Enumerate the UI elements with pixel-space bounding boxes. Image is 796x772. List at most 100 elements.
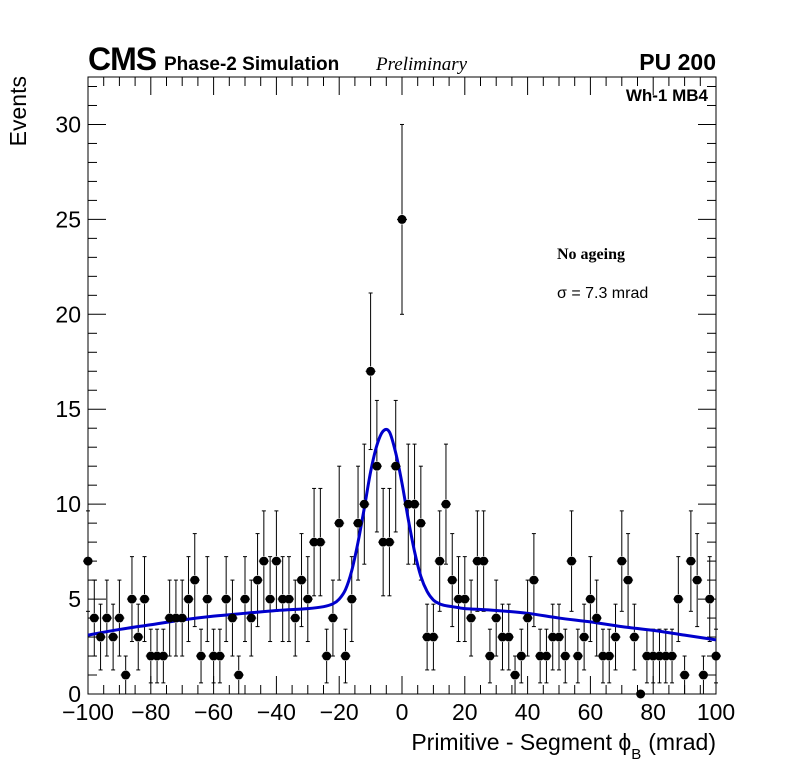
y-tick-label: 0: [68, 681, 81, 707]
data-point: [416, 518, 426, 528]
data-point: [454, 594, 464, 604]
data-point: [234, 670, 244, 680]
condition-label: No ageing: [557, 246, 625, 263]
error-bars-group: [83, 123, 721, 695]
data-point: [391, 461, 401, 471]
data-point: [585, 594, 595, 604]
data-point: [133, 632, 143, 642]
data-point: [686, 556, 696, 566]
data-point: [611, 632, 621, 642]
x-axis-title-unit: (mrad): [648, 729, 716, 755]
data-point: [215, 651, 225, 661]
data-point: [227, 613, 237, 623]
y-tick-label: 30: [55, 111, 81, 137]
data-point: [83, 556, 93, 566]
data-point: [347, 594, 357, 604]
data-point: [284, 594, 294, 604]
data-point: [196, 651, 206, 661]
data-point: [667, 651, 677, 661]
data-point: [661, 651, 671, 661]
data-point: [378, 537, 388, 547]
data-point: [121, 670, 131, 680]
data-point: [146, 651, 156, 661]
fit-curve: [87, 427, 717, 642]
data-point: [560, 651, 570, 661]
data-point: [322, 651, 332, 661]
data-point: [158, 651, 168, 661]
data-point: [265, 594, 275, 604]
data-point: [384, 537, 394, 547]
data-point: [554, 632, 564, 642]
x-tick-label: −100: [62, 699, 114, 725]
data-point: [108, 632, 118, 642]
data-point: [654, 651, 664, 661]
x-tick-label: 100: [697, 699, 735, 725]
data-point: [190, 575, 200, 585]
data-point: [315, 537, 325, 547]
data-point: [548, 632, 558, 642]
data-point: [397, 214, 407, 224]
sigma-label: σ = 7.3 mrad: [557, 285, 648, 302]
data-point: [183, 594, 193, 604]
data-point: [567, 556, 577, 566]
data-point: [617, 556, 627, 566]
data-point: [510, 670, 520, 680]
data-point: [96, 632, 106, 642]
data-point: [579, 632, 589, 642]
data-point: [309, 537, 319, 547]
data-point: [705, 594, 715, 604]
data-point: [466, 613, 476, 623]
y-axis-title: Events: [5, 76, 31, 146]
data-point: [140, 594, 150, 604]
data-point: [410, 499, 420, 509]
data-point: [297, 575, 307, 585]
data-point: [246, 613, 256, 623]
data-point: [428, 632, 438, 642]
y-tick-label: 5: [68, 586, 81, 612]
data-point: [504, 632, 514, 642]
data-point: [177, 613, 187, 623]
experiment-label: CMS: [88, 41, 157, 77]
data-point: [259, 556, 269, 566]
y-tick-label: 25: [55, 206, 81, 232]
data-point: [491, 613, 501, 623]
x-tick-label: −80: [131, 699, 170, 725]
data-point: [516, 651, 526, 661]
x-tick-label: −20: [320, 699, 359, 725]
data-point: [403, 499, 413, 509]
data-point: [692, 575, 702, 585]
y-tick-label: 15: [55, 396, 81, 422]
data-point: [152, 651, 162, 661]
preliminary-label: Preliminary: [375, 54, 468, 75]
data-point: [435, 556, 445, 566]
data-point: [102, 613, 112, 623]
data-point: [535, 651, 545, 661]
data-point: [485, 651, 495, 661]
data-point: [573, 651, 583, 661]
data-point: [89, 613, 99, 623]
data-point: [253, 575, 263, 585]
data-point: [447, 575, 457, 585]
x-tick-label: 40: [515, 699, 541, 725]
data-point: [334, 518, 344, 528]
data-point: [441, 499, 451, 509]
fit-layer: [87, 427, 717, 642]
data-point: [642, 651, 652, 661]
data-point: [673, 594, 683, 604]
x-tick-label: 60: [578, 699, 604, 725]
x-axis-title: Primitive - Segment ϕB (mrad): [411, 729, 716, 763]
data-point: [623, 575, 633, 585]
y-tick-label: 20: [55, 301, 81, 327]
data-point: [114, 613, 124, 623]
data-point: [529, 575, 539, 585]
data-point: [460, 594, 470, 604]
data-point: [278, 594, 288, 604]
data-point: [202, 594, 212, 604]
data-point: [598, 651, 608, 661]
axes-group: −100 −80 −60 −40 −20 0 20 40 60 80 100 0 5 10 15 20 25 30: [55, 77, 735, 725]
data-point: [422, 632, 432, 642]
data-point: [328, 613, 338, 623]
pileup-label: PU 200: [639, 49, 716, 75]
data-point: [271, 556, 281, 566]
